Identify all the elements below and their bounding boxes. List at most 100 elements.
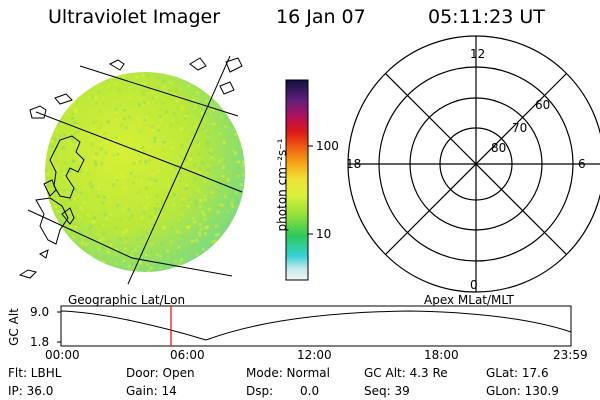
globe-speckle [82,83,85,87]
globe-speckle [109,213,113,217]
globe-speckle [161,101,165,105]
globe-speckle [228,95,232,99]
globe-speckle [207,168,211,172]
globe-speckle [122,108,126,112]
globe-speckle [199,223,202,226]
globe-speckle [128,217,132,221]
globe-speckle [70,83,74,87]
globe-speckle [215,224,219,228]
globe-speckle [233,123,236,127]
globe-speckle [154,215,158,219]
globe-speckle [129,253,133,257]
globe-speckle [144,198,148,202]
globe-speckle [234,173,237,177]
globe-speckle [50,140,54,144]
globe-speckle [128,264,131,268]
globe-speckle [239,207,243,211]
globe-speckle [229,107,233,111]
globe-speckle [198,170,202,174]
globe-speckle [132,161,136,165]
globe-speckle [67,132,71,135]
globe-speckle [98,126,102,130]
globe-speckle [200,255,204,259]
globe-speckle [71,74,75,78]
globe-speckle [216,210,220,214]
globe-speckle [157,129,161,133]
globe-speckle [49,136,53,140]
globe-speckle [124,204,128,208]
globe-speckle [140,228,144,232]
globe-speckle [74,244,78,248]
globe-speckle [61,76,65,80]
globe-speckle [106,250,110,254]
globe-speckle [169,242,172,246]
globe-speckle [49,105,52,109]
globe-speckle [193,163,197,167]
globe-speckle [124,240,128,244]
globe-speckle [94,155,98,159]
globe-speckle [57,179,61,183]
globe-speckle [48,140,52,143]
globe-speckle [210,211,214,215]
polar-label-mlt-6: 6 [578,157,586,171]
globe-speckle [59,73,63,76]
globe-speckle [108,200,112,204]
globe-speckle [134,270,138,272]
globe-speckle [170,220,173,224]
globe-speckle [237,121,241,125]
globe-speckle [200,265,203,269]
globe-speckle [141,73,145,77]
globe-speckle [154,95,158,99]
globe-speckle [97,79,101,83]
globe-speckle [138,261,142,265]
globe-speckle [81,242,85,246]
globe-speckle [128,96,132,100]
globe-speckle [46,172,49,176]
globe-speckle [126,179,129,183]
globe-speckle [185,184,189,187]
globe-speckle [102,96,105,100]
globe-speckle [195,228,199,232]
globe-speckle [206,140,210,144]
globe-speckle [136,191,140,195]
globe-speckle [102,261,106,265]
globe-speckle [203,194,207,198]
globe-speckle [205,172,209,176]
globe-speckle [191,181,195,185]
globe-speckle [165,72,169,76]
globe-speckle [202,214,206,218]
polar-diagonal-2 [379,67,573,261]
globe-speckle [213,262,217,266]
globe-speckle [209,253,213,257]
globe-speckle [181,107,185,111]
globe-speckle [105,174,108,178]
globe-speckle [138,160,142,164]
globe-speckle [78,158,82,162]
globe-speckle [202,144,206,147]
gc-alt-readout: GC Alt: 4.3 Re [364,366,448,380]
globe-speckle [124,93,128,97]
globe-speckle [70,74,74,78]
globe-speckle [115,178,119,182]
globe-speckle [184,187,188,190]
globe-speckle [195,239,198,242]
globe-speckle [174,90,178,93]
globe-speckle [189,154,193,158]
globe-speckle [110,137,114,140]
globe-speckle [66,84,70,88]
globe-speckle [127,128,131,132]
globe-speckle [98,109,102,113]
globe-speckle [204,129,208,133]
globe-speckle [56,172,60,176]
globe-speckle [239,183,243,187]
globe-speckle [234,133,238,136]
globe-speckle [242,213,245,217]
globe-speckle [76,192,80,196]
globe-speckle [157,169,161,173]
globe-speckle [141,92,145,96]
globe-speckle [149,183,153,187]
globe-speckle [146,202,150,206]
globe-speckle [104,151,108,155]
globe-speckle [173,93,177,97]
globe-speckle [74,254,78,258]
